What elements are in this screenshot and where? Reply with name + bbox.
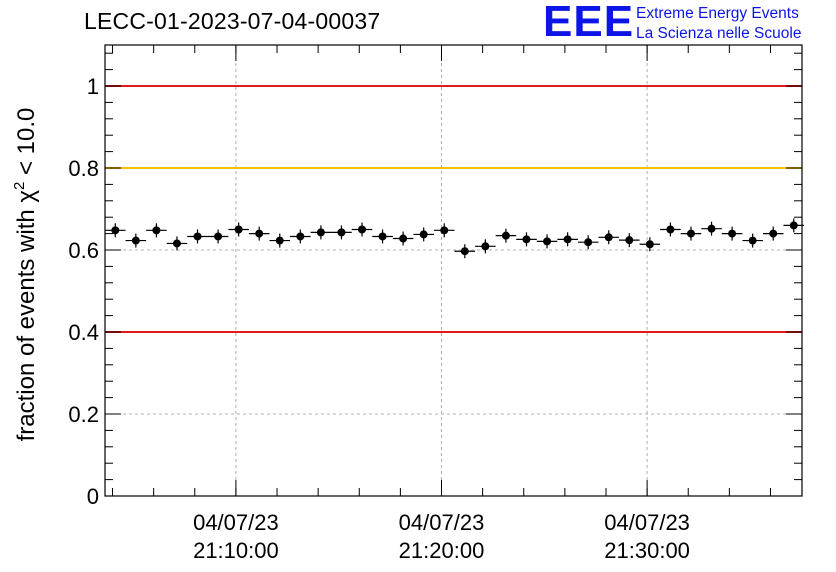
marker	[275, 236, 284, 245]
data-point	[331, 225, 352, 240]
x-tick-time-label: 21:10:00	[193, 538, 279, 563]
data-point	[516, 232, 537, 247]
data-point	[228, 222, 249, 237]
logo-line-1: Extreme Energy Events	[636, 5, 799, 22]
x-tick-time-label: 21:20:00	[399, 538, 485, 563]
y-axis-title: fraction of events with χ2 < 10.0	[11, 108, 40, 442]
marker	[501, 231, 510, 240]
marker	[316, 228, 325, 237]
marker	[172, 239, 181, 248]
data-point	[433, 223, 455, 238]
eee-logo-text: Extreme Energy Events La Scienza nelle S…	[636, 4, 801, 44]
data-point	[269, 233, 291, 248]
marker	[748, 236, 757, 245]
marker	[522, 235, 531, 244]
data-point	[392, 231, 414, 246]
data-point	[557, 232, 578, 247]
marker	[604, 233, 613, 242]
data-point	[290, 229, 311, 244]
data-point	[577, 235, 599, 250]
data-point	[762, 226, 784, 241]
marker	[789, 221, 798, 230]
data-point	[639, 237, 661, 252]
marker	[193, 232, 202, 241]
data-point	[454, 244, 476, 259]
marker	[296, 232, 305, 241]
x-tick-date-label: 04/07/23	[399, 510, 485, 535]
marker	[131, 236, 140, 245]
y-tick-label: 0.4	[68, 320, 99, 345]
marker	[337, 228, 346, 237]
marker	[214, 232, 223, 241]
x-tick-date-label: 04/07/23	[604, 510, 690, 535]
marker	[460, 247, 469, 256]
plot-frame	[104, 44, 803, 497]
data-point	[351, 222, 373, 237]
logo-line-2: La Scienza nelle Scuole	[636, 25, 802, 42]
marker	[481, 242, 490, 251]
axis-labels: 0 0.2 0.4 0.6 0.8 1 04/07/23 21:10:00 04/07/23 21…	[11, 74, 690, 563]
data-point	[125, 233, 147, 248]
marker	[234, 225, 243, 234]
data-point	[146, 223, 167, 238]
y-tick-label: 0.8	[68, 156, 99, 181]
marker	[686, 229, 695, 238]
data-point	[248, 226, 270, 241]
marker	[543, 237, 552, 246]
marker	[645, 240, 654, 249]
marker	[666, 225, 675, 234]
grid-layer	[105, 45, 802, 496]
data-point	[166, 236, 188, 251]
data-point	[619, 233, 640, 248]
marker	[440, 226, 449, 235]
marker	[419, 230, 428, 239]
eee-logo-mark: EEE	[543, 0, 635, 46]
data-point	[701, 221, 722, 236]
axis-ticks	[105, 45, 802, 497]
data-point	[680, 226, 702, 241]
y-tick-label: 0.2	[68, 402, 99, 427]
marker	[584, 238, 593, 247]
marker	[255, 229, 264, 238]
marker	[111, 226, 120, 235]
data-point	[742, 233, 763, 248]
data-point	[105, 223, 126, 238]
marker	[563, 235, 572, 244]
data-point	[372, 229, 393, 244]
x-tick-date-label: 04/07/23	[193, 510, 279, 535]
x-tick-time-label: 21:30:00	[604, 538, 690, 563]
data-point	[783, 218, 805, 233]
data-point	[660, 222, 681, 237]
data-points	[105, 218, 805, 259]
marker	[625, 236, 634, 245]
data-point	[475, 239, 496, 254]
data-point	[495, 228, 517, 243]
data-point	[207, 229, 229, 244]
data-point	[413, 227, 434, 242]
reference-lines	[105, 85, 802, 333]
marker	[378, 232, 387, 241]
y-tick-label: 1	[87, 74, 99, 99]
marker	[707, 224, 716, 233]
data-point	[721, 226, 743, 241]
marker	[769, 229, 778, 238]
y-tick-label: 0.6	[68, 238, 99, 263]
data-point	[310, 225, 332, 240]
data-point	[187, 229, 208, 244]
marker	[358, 225, 367, 234]
data-point	[598, 230, 620, 245]
marker	[399, 234, 408, 243]
marker	[152, 226, 161, 235]
y-tick-label: 0	[87, 484, 99, 509]
marker	[728, 229, 737, 238]
chart-title: LECC-01-2023-07-04-00037	[84, 8, 381, 34]
data-point	[536, 234, 558, 249]
